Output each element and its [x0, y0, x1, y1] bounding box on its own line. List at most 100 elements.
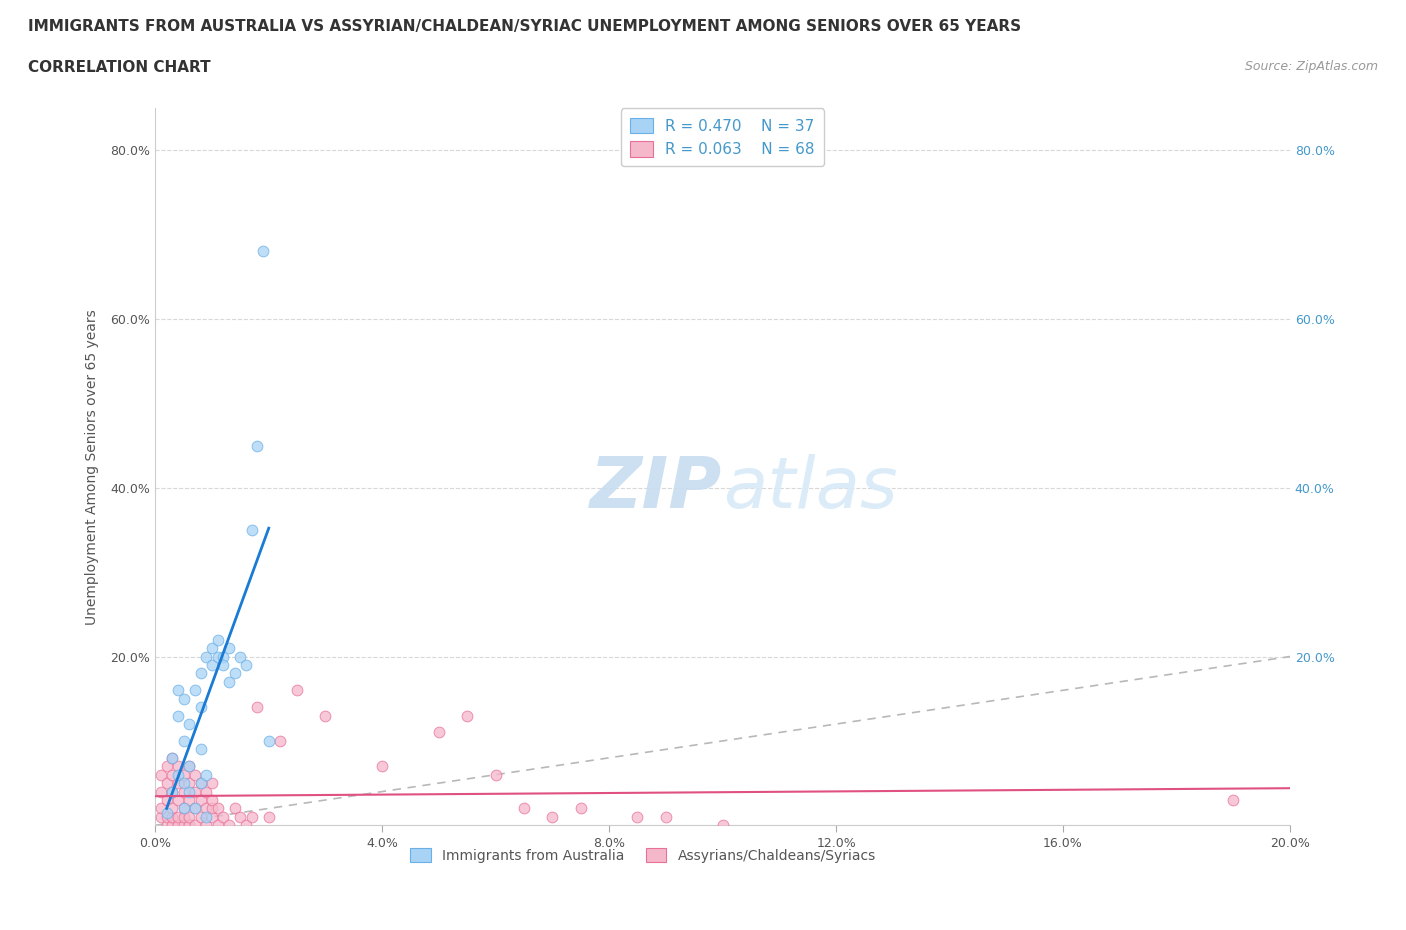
- Point: [149, 809, 172, 824]
- Point: [212, 809, 235, 824]
- Point: [195, 649, 218, 664]
- Point: [190, 792, 212, 807]
- Point: [246, 699, 269, 714]
- Point: [201, 809, 224, 824]
- Point: [162, 751, 184, 765]
- Point: [179, 784, 201, 799]
- Text: IMMIGRANTS FROM AUSTRALIA VS ASSYRIAN/CHALDEAN/SYRIAC UNEMPLOYMENT AMONG SENIORS: IMMIGRANTS FROM AUSTRALIA VS ASSYRIAN/CH…: [28, 19, 1021, 33]
- Point: [207, 817, 229, 832]
- Text: Source: ZipAtlas.com: Source: ZipAtlas.com: [1244, 60, 1378, 73]
- Point: [179, 759, 201, 774]
- Point: [156, 817, 179, 832]
- Point: [173, 801, 195, 816]
- Point: [184, 784, 207, 799]
- Point: [252, 244, 274, 259]
- Point: [371, 759, 394, 774]
- Point: [173, 734, 195, 749]
- Point: [195, 801, 218, 816]
- Point: [167, 683, 190, 698]
- Point: [179, 817, 201, 832]
- Point: [149, 784, 172, 799]
- Point: [179, 776, 201, 790]
- Point: [156, 805, 179, 820]
- Point: [207, 801, 229, 816]
- Text: ZIP: ZIP: [591, 454, 723, 523]
- Point: [240, 809, 263, 824]
- Point: [229, 809, 252, 824]
- Point: [167, 809, 190, 824]
- Point: [195, 767, 218, 782]
- Point: [156, 776, 179, 790]
- Text: CORRELATION CHART: CORRELATION CHART: [28, 60, 211, 75]
- Point: [235, 817, 257, 832]
- Point: [162, 784, 184, 799]
- Point: [173, 691, 195, 706]
- Point: [162, 784, 184, 799]
- Legend: Immigrants from Australia, Assyrians/Chaldeans/Syriacs: Immigrants from Australia, Assyrians/Cha…: [405, 843, 882, 869]
- Point: [156, 759, 179, 774]
- Point: [195, 784, 218, 799]
- Point: [162, 809, 184, 824]
- Point: [711, 817, 734, 832]
- Point: [167, 817, 190, 832]
- Point: [162, 817, 184, 832]
- Point: [156, 809, 179, 824]
- Point: [167, 759, 190, 774]
- Point: [190, 666, 212, 681]
- Point: [190, 809, 212, 824]
- Point: [195, 817, 218, 832]
- Point: [156, 792, 179, 807]
- Point: [541, 809, 564, 824]
- Point: [162, 767, 184, 782]
- Point: [257, 734, 280, 749]
- Point: [173, 776, 195, 790]
- Point: [513, 801, 536, 816]
- Point: [173, 767, 195, 782]
- Point: [167, 776, 190, 790]
- Point: [173, 817, 195, 832]
- Point: [257, 809, 280, 824]
- Point: [229, 649, 252, 664]
- Point: [190, 776, 212, 790]
- Point: [224, 666, 246, 681]
- Point: [201, 658, 224, 672]
- Point: [173, 784, 195, 799]
- Point: [179, 759, 201, 774]
- Point: [569, 801, 592, 816]
- Point: [184, 767, 207, 782]
- Point: [626, 809, 648, 824]
- Point: [201, 801, 224, 816]
- Point: [201, 792, 224, 807]
- Point: [190, 699, 212, 714]
- Text: atlas: atlas: [723, 454, 897, 523]
- Point: [162, 801, 184, 816]
- Point: [201, 641, 224, 656]
- Point: [167, 767, 190, 782]
- Point: [240, 523, 263, 538]
- Point: [195, 809, 218, 824]
- Point: [167, 708, 190, 723]
- Point: [190, 742, 212, 757]
- Point: [207, 632, 229, 647]
- Point: [179, 717, 201, 732]
- Point: [285, 683, 308, 698]
- Point: [212, 649, 235, 664]
- Point: [1222, 792, 1244, 807]
- Point: [184, 683, 207, 698]
- Point: [207, 649, 229, 664]
- Point: [218, 674, 240, 689]
- Point: [179, 792, 201, 807]
- Point: [149, 767, 172, 782]
- Point: [173, 801, 195, 816]
- Point: [167, 792, 190, 807]
- Point: [201, 776, 224, 790]
- Point: [485, 767, 508, 782]
- Point: [218, 817, 240, 832]
- Point: [184, 817, 207, 832]
- Point: [314, 708, 336, 723]
- Point: [173, 809, 195, 824]
- Point: [179, 809, 201, 824]
- Y-axis label: Unemployment Among Seniors over 65 years: Unemployment Among Seniors over 65 years: [86, 309, 100, 625]
- Point: [427, 725, 450, 740]
- Point: [456, 708, 478, 723]
